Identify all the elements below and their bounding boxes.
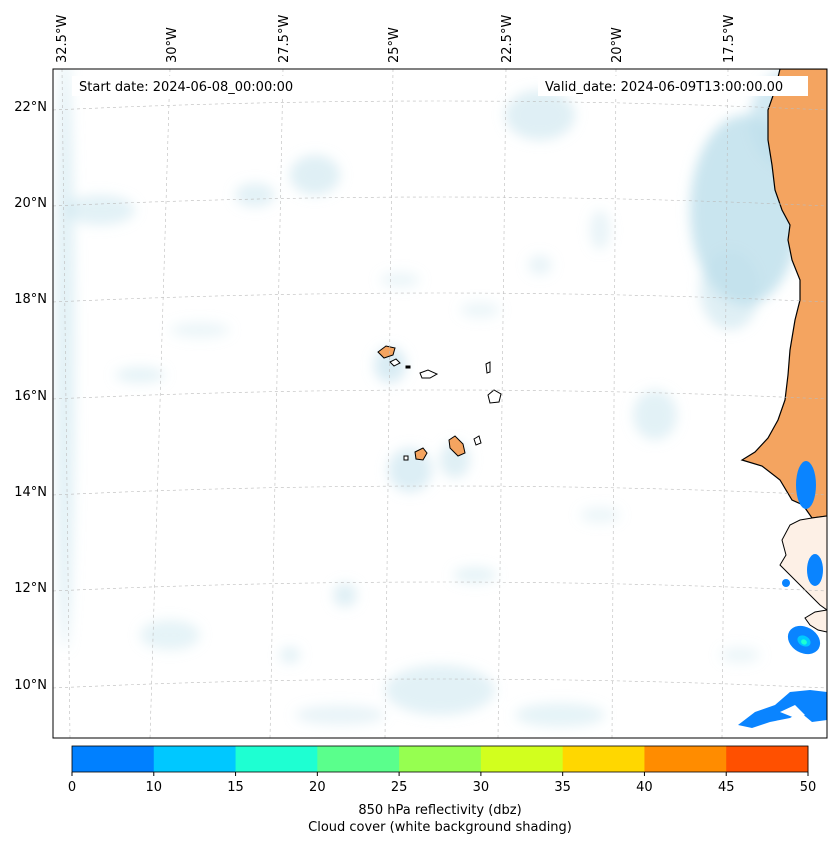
latitude-gridline	[53, 678, 827, 689]
colorbar-label: 850 hPa reflectivity (dbz)	[358, 803, 521, 818]
colorbar-tick-label: 0	[68, 780, 76, 795]
cape-verde-islands	[377, 345, 502, 461]
guinea-coast	[804, 609, 827, 633]
lat-label: 14°N	[14, 485, 47, 500]
lat-label: 10°N	[14, 678, 47, 693]
map-frame	[52, 68, 828, 739]
reflectivity-cell	[782, 579, 790, 587]
lon-label: 32.5°W	[55, 15, 70, 63]
gridlines	[53, 69, 827, 738]
colorbar-tick-label: 40	[636, 780, 653, 795]
lat-label: 16°N	[14, 389, 47, 404]
colorbar-swatch	[153, 746, 237, 772]
start-date-label: Start date: 2024-06-08_00:00:00	[79, 80, 293, 95]
lon-label: 27.5°W	[277, 15, 292, 63]
colorbar-tick-label: 25	[391, 780, 408, 795]
latitude-labels: 22°N 20°N 18°N 16°N 14°N 12°N 10°N	[14, 100, 47, 693]
lon-label: 22.5°W	[500, 15, 515, 63]
reflectivity-band	[738, 690, 827, 728]
colorbar-swatch	[72, 746, 155, 772]
valid-date-label: Valid_date: 2024-06-09T13:00:00.00	[545, 80, 783, 95]
latitude-gridline	[53, 196, 827, 207]
latitude-gridline	[53, 100, 827, 111]
colorbar: 0 10 15 20 25 30 35 40 45 50	[68, 745, 817, 795]
colorbar-swatch	[480, 746, 564, 772]
lat-label: 18°N	[14, 292, 47, 307]
reflectivity-cell	[807, 554, 823, 586]
lon-label: 17.5°W	[722, 15, 737, 63]
colorbar-tick-label: 30	[473, 780, 490, 795]
colorbar-swatch	[399, 746, 482, 772]
latitude-gridline	[53, 292, 827, 303]
lon-label: 20°W	[610, 27, 625, 63]
colorbar-tick-label: 20	[309, 780, 326, 795]
colorbar-swatch	[317, 746, 400, 772]
colorbar-tick-label: 35	[554, 780, 571, 795]
colorbar-tick-label: 10	[146, 780, 163, 795]
lat-label: 12°N	[14, 581, 47, 596]
colorbar-tick-label: 15	[227, 780, 244, 795]
colorbar-tick-label: 50	[800, 780, 817, 795]
reflectivity-cell	[801, 639, 807, 645]
colorbar-tick-label: 45	[718, 780, 735, 795]
latitude-gridline	[53, 389, 827, 400]
latitude-gridline	[53, 485, 827, 496]
colorbar-border	[71, 745, 809, 773]
reflectivity-cell	[796, 461, 816, 509]
colorbar-swatch	[644, 746, 727, 772]
lon-label: 30°W	[165, 27, 180, 63]
reflectivity-layer	[738, 461, 827, 728]
lon-label: 25°W	[387, 27, 402, 63]
colorbar-swatch	[726, 746, 809, 772]
southern-coast	[779, 515, 827, 611]
lat-label: 22°N	[14, 100, 47, 115]
start-date-box	[72, 76, 316, 96]
lat-label: 20°N	[14, 196, 47, 211]
colorbar-swatch	[235, 746, 318, 772]
mainland-africa	[740, 69, 827, 519]
valid-date-box	[538, 76, 808, 96]
latitude-gridline	[53, 581, 827, 592]
colorbar-sublabel: Cloud cover (white background shading)	[308, 820, 572, 835]
colorbar-swatch	[562, 746, 645, 772]
longitude-labels: 32.5°W 30°W 27.5°W 25°W 22.5°W 20°W 17.5…	[55, 15, 737, 63]
